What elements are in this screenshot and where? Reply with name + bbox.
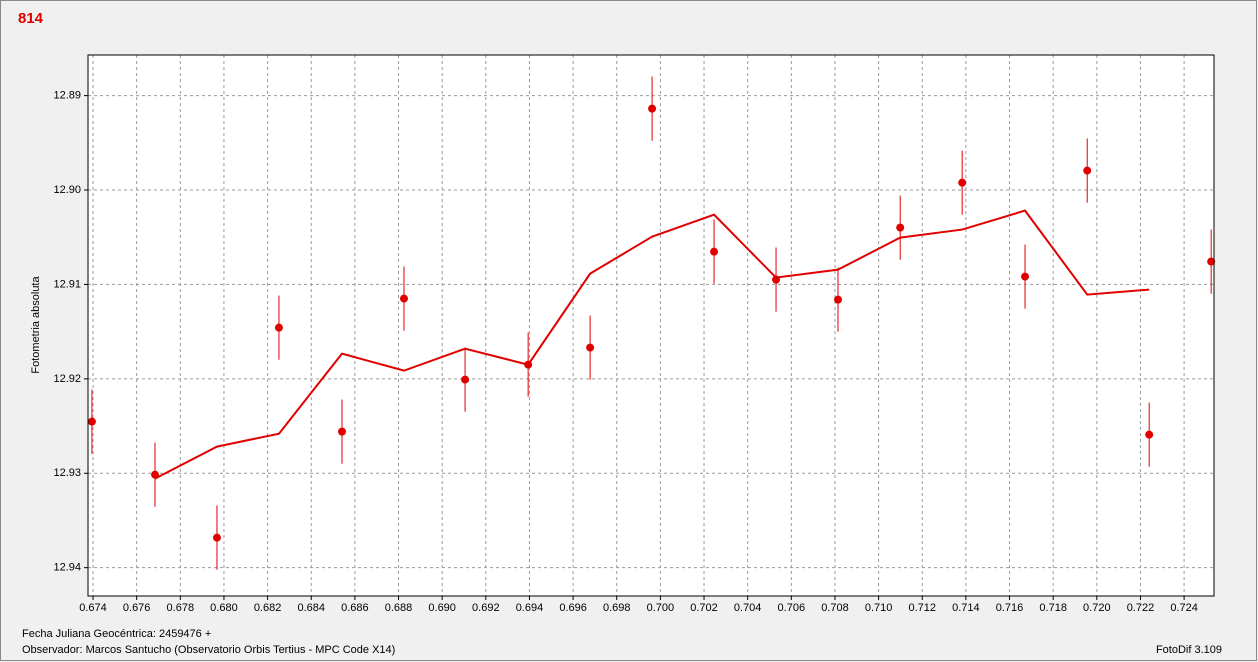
x-tick-label: 0.698 — [603, 602, 631, 614]
data-point — [586, 343, 595, 352]
x-tick-label: 0.688 — [385, 602, 413, 614]
x-tick-label: 0.686 — [341, 602, 369, 614]
x-tick-label: 0.678 — [167, 602, 195, 614]
x-tick-label: 0.720 — [1083, 602, 1111, 614]
x-tick-label: 0.680 — [210, 602, 238, 614]
data-point — [1083, 166, 1092, 175]
data-point — [399, 294, 408, 303]
data-point — [648, 104, 657, 113]
line-series — [154, 209, 1150, 480]
data-point — [834, 295, 843, 304]
x-tick-label: 0.700 — [647, 602, 675, 614]
x-tick-label: 0.706 — [778, 602, 806, 614]
x-tick-label: 0.704 — [734, 602, 762, 614]
x-tick-label: 0.692 — [472, 602, 500, 614]
y-axis-label: Fotometria absoluta — [30, 276, 42, 374]
x-tick-label: 0.716 — [996, 602, 1024, 614]
footer-date: Fecha Juliana Geocéntrica: 2459476 + — [22, 628, 211, 640]
x-tick-label: 0.702 — [690, 602, 718, 614]
x-tick-label: 0.696 — [559, 602, 587, 614]
x-tick-label: 0.718 — [1039, 602, 1067, 614]
footer-software: FotoDif 3.109 — [1156, 644, 1222, 656]
data-point — [274, 323, 283, 332]
y-tick-label: 12.91 — [53, 278, 81, 290]
data-point — [1021, 272, 1030, 281]
y-tick-label: 12.92 — [53, 373, 81, 385]
x-tick-label: 0.710 — [865, 602, 893, 614]
x-tick-label: 0.722 — [1127, 602, 1155, 614]
x-tick-label: 0.714 — [952, 602, 980, 614]
x-tick-label: 0.712 — [908, 602, 936, 614]
x-tick-label: 0.684 — [297, 602, 325, 614]
x-tick-label: 0.708 — [821, 602, 849, 614]
data-point — [896, 223, 905, 232]
footer-observer: Observador: Marcos Santucho (Observatori… — [22, 644, 395, 656]
y-tick-label: 12.94 — [53, 562, 81, 574]
data-point — [212, 533, 221, 542]
x-tick-label: 0.724 — [1170, 602, 1198, 614]
data-point — [958, 178, 967, 187]
plot-area — [88, 55, 1214, 596]
y-tick-label: 12.90 — [53, 184, 81, 196]
y-tick-label: 12.89 — [53, 90, 81, 102]
data-point — [1207, 257, 1216, 266]
data-point — [1145, 430, 1154, 439]
y-tick-label: 12.93 — [53, 467, 81, 479]
data-point — [461, 375, 470, 384]
x-tick-label: 0.676 — [123, 602, 151, 614]
plot-border — [87, 54, 1215, 597]
plot: 12.89 12.90 12.91 12.92 12.93 12.94 0.674 0.676… — [53, 55, 1216, 614]
data-point — [710, 247, 719, 256]
chart-title: 814 — [18, 10, 44, 27]
x-tick-label: 0.682 — [254, 602, 282, 614]
x-tick-label: 0.690 — [428, 602, 456, 614]
x-tick-label: 0.694 — [516, 602, 544, 614]
x-tick-label: 0.674 — [79, 602, 107, 614]
data-point — [87, 417, 96, 426]
data-point — [338, 427, 347, 436]
